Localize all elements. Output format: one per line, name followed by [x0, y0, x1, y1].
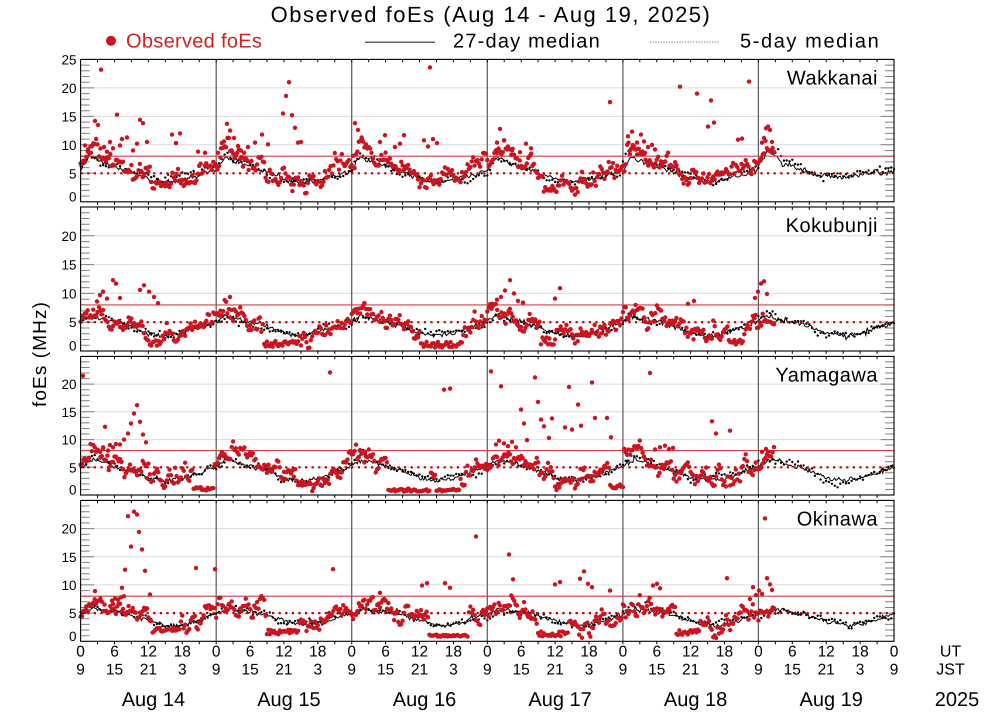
svg-text:21: 21 — [546, 662, 563, 679]
svg-text:Yamagawa: Yamagawa — [775, 364, 878, 386]
svg-text:27-day median: 27-day median — [453, 31, 601, 53]
svg-text:21: 21 — [140, 662, 157, 679]
svg-text:20: 20 — [61, 377, 76, 392]
svg-text:9: 9 — [483, 662, 492, 679]
svg-text:12: 12 — [682, 644, 699, 661]
svg-text:3: 3 — [720, 662, 729, 679]
svg-text:25: 25 — [61, 52, 76, 67]
svg-text:12: 12 — [818, 644, 835, 661]
svg-text:0: 0 — [483, 644, 492, 661]
svg-text:0: 0 — [212, 644, 221, 661]
svg-text:Observed foEs: Observed foEs — [126, 31, 262, 53]
svg-text:18: 18 — [309, 644, 326, 661]
svg-text:Aug 15: Aug 15 — [257, 689, 320, 711]
svg-text:21: 21 — [275, 662, 292, 679]
svg-text:9: 9 — [347, 662, 356, 679]
svg-text:5: 5 — [69, 166, 77, 181]
svg-text:15: 15 — [106, 662, 123, 679]
svg-text:Okinawa: Okinawa — [797, 508, 879, 530]
svg-text:3: 3 — [856, 662, 865, 679]
svg-text:Aug 18: Aug 18 — [664, 689, 727, 711]
svg-text:10: 10 — [61, 578, 76, 593]
svg-text:0: 0 — [347, 644, 356, 661]
svg-text:15: 15 — [61, 109, 76, 124]
svg-text:3: 3 — [178, 662, 187, 679]
svg-text:UT: UT — [940, 644, 962, 661]
svg-text:21: 21 — [411, 662, 428, 679]
svg-text:15: 15 — [61, 258, 76, 273]
svg-text:15: 15 — [241, 662, 258, 679]
svg-text:foEs (MHz): foEs (MHz) — [30, 301, 51, 407]
svg-text:20: 20 — [61, 229, 76, 244]
svg-text:0: 0 — [76, 644, 85, 661]
svg-text:15: 15 — [513, 662, 530, 679]
svg-text:0: 0 — [69, 189, 77, 204]
svg-text:18: 18 — [580, 644, 597, 661]
svg-text:15: 15 — [784, 662, 801, 679]
svg-text:Wakkanai: Wakkanai — [787, 67, 878, 89]
svg-text:18: 18 — [445, 644, 462, 661]
svg-text:6: 6 — [110, 644, 119, 661]
svg-text:20: 20 — [61, 522, 76, 537]
svg-text:5-day median: 5-day median — [740, 31, 880, 53]
svg-text:Observed foEs (Aug 14 - Aug 19: Observed foEs (Aug 14 - Aug 19, 2025) — [271, 2, 712, 27]
svg-text:12: 12 — [275, 644, 292, 661]
svg-text:12: 12 — [546, 644, 563, 661]
svg-text:5: 5 — [69, 315, 77, 330]
svg-text:5: 5 — [69, 460, 77, 475]
svg-text:21: 21 — [818, 662, 835, 679]
svg-text:0: 0 — [619, 644, 628, 661]
svg-text:Aug 19: Aug 19 — [800, 689, 863, 711]
svg-text:9: 9 — [890, 662, 899, 679]
svg-text:12: 12 — [140, 644, 157, 661]
svg-text:Aug 16: Aug 16 — [393, 689, 456, 711]
svg-text:0: 0 — [69, 483, 77, 498]
svg-text:10: 10 — [61, 433, 76, 448]
svg-text:JST: JST — [936, 662, 965, 679]
svg-text:0: 0 — [754, 644, 763, 661]
svg-text:6: 6 — [517, 644, 526, 661]
svg-text:6: 6 — [652, 644, 661, 661]
svg-text:3: 3 — [449, 662, 458, 679]
svg-text:Aug 17: Aug 17 — [528, 689, 591, 711]
svg-text:0: 0 — [890, 644, 899, 661]
svg-text:18: 18 — [851, 644, 868, 661]
svg-text:6: 6 — [788, 644, 797, 661]
svg-text:10: 10 — [61, 286, 76, 301]
svg-text:9: 9 — [212, 662, 221, 679]
svg-text:0: 0 — [69, 629, 77, 644]
svg-text:12: 12 — [411, 644, 428, 661]
svg-text:3: 3 — [585, 662, 594, 679]
svg-text:3: 3 — [313, 662, 322, 679]
svg-text:18: 18 — [716, 644, 733, 661]
svg-text:18: 18 — [174, 644, 191, 661]
svg-text:10: 10 — [61, 138, 76, 153]
svg-text:Kokubunji: Kokubunji — [786, 215, 878, 237]
svg-text:0: 0 — [69, 339, 77, 354]
svg-text:9: 9 — [754, 662, 763, 679]
svg-text:2025: 2025 — [935, 689, 980, 711]
svg-text:5: 5 — [69, 606, 77, 621]
svg-text:6: 6 — [381, 644, 390, 661]
svg-text:6: 6 — [246, 644, 255, 661]
svg-text:15: 15 — [377, 662, 394, 679]
svg-text:21: 21 — [682, 662, 699, 679]
svg-text:15: 15 — [648, 662, 665, 679]
svg-text:9: 9 — [76, 662, 85, 679]
svg-text:Aug 14: Aug 14 — [122, 689, 185, 711]
svg-text:20: 20 — [61, 81, 76, 96]
svg-text:9: 9 — [619, 662, 628, 679]
svg-text:15: 15 — [61, 405, 76, 420]
svg-text:15: 15 — [61, 550, 76, 565]
